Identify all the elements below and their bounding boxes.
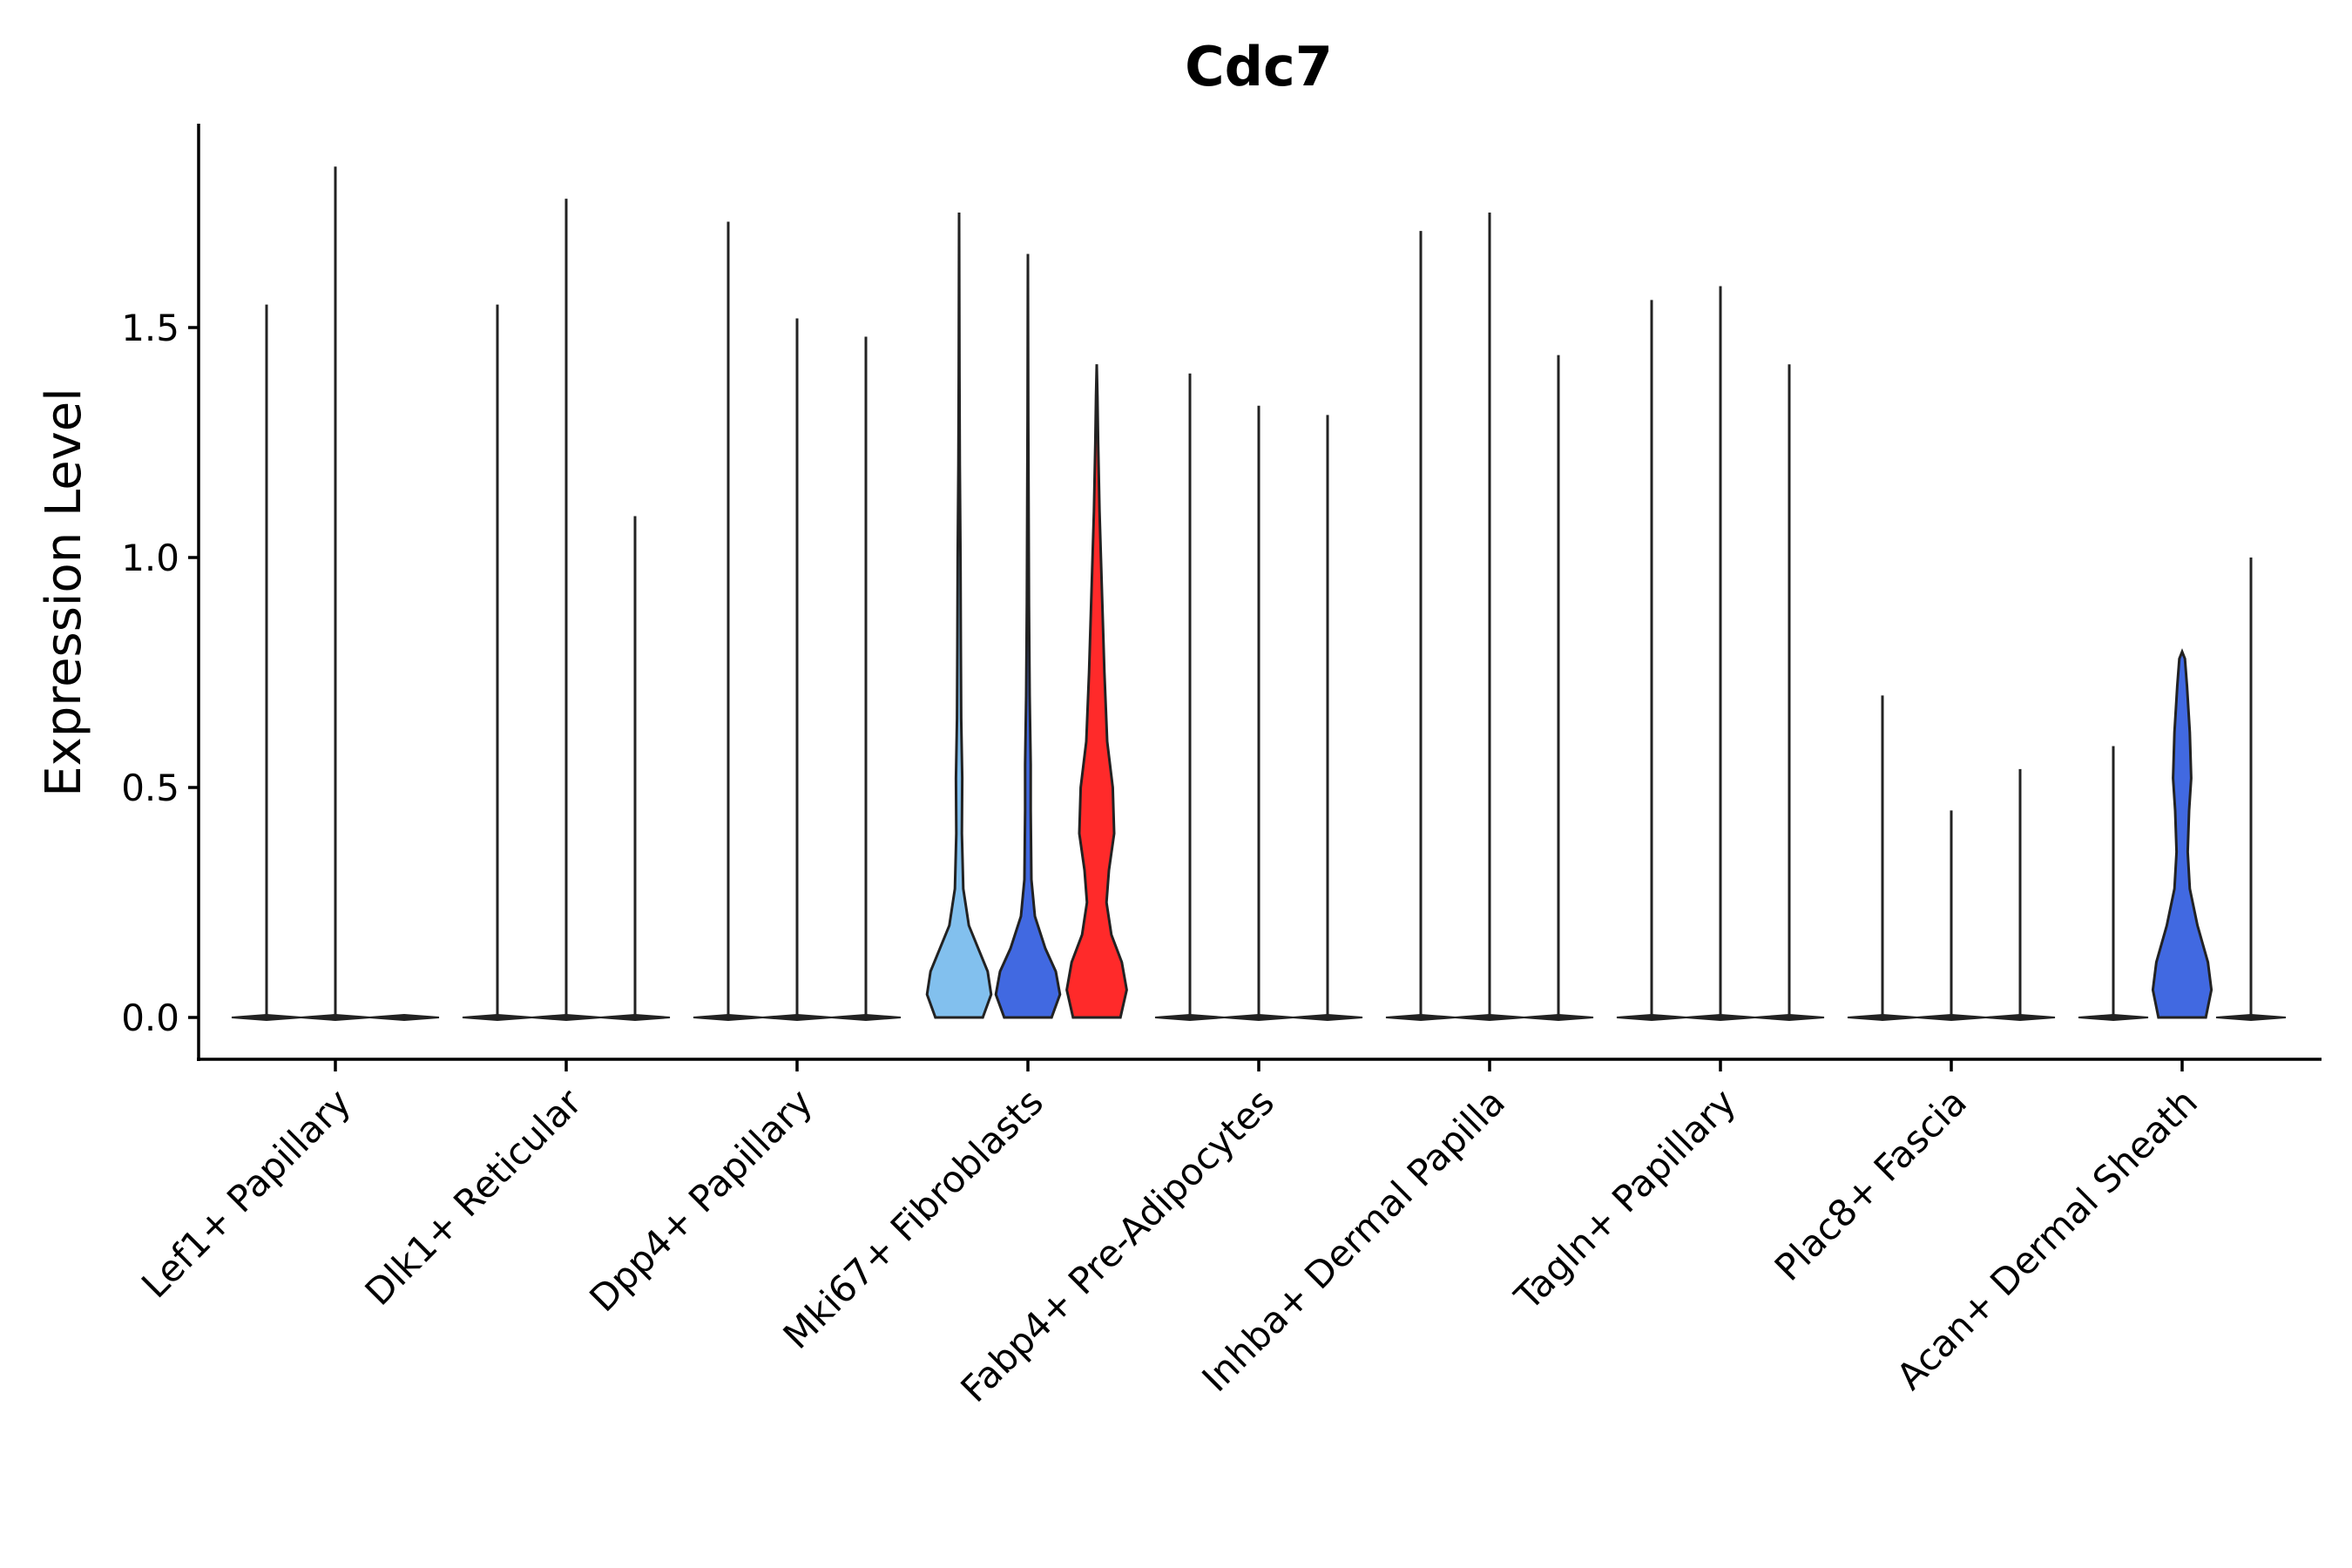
y-axis: 0.0 0.5 1.0 1.5 [121,307,199,1039]
x-tick-label: Dlk1+ Reticular [357,1080,591,1314]
y-tick-label: 1.0 [121,537,179,579]
violin-acan-dermal-sheath-group-2 [2151,648,2213,1019]
y-tick-label: 0.5 [121,767,179,809]
chart-title: Cdc7 [1185,35,1333,98]
y-tick-label: 0.0 [121,997,179,1039]
x-tick-label: Tagln+ Papillary [1506,1080,1744,1318]
y-tick-label: 1.5 [121,307,179,349]
x-tick-label: Lef1+ Papillary [133,1080,359,1306]
violin-flat-lef1-papillary-group-3 [368,1013,440,1022]
violin-mki67-fibroblasts-group-1 [925,212,993,1019]
violin-mki67-fibroblasts-group-3 [1065,364,1128,1019]
x-tick-label: Plac8+ Fascia [1767,1080,1975,1288]
violin-mki67-fibroblasts-group-2 [994,253,1062,1019]
y-axis-title: Expression Level [36,388,92,797]
x-tick-label: Mki67+ Fibroblasts [775,1080,1051,1356]
plot-area [231,166,2287,1022]
x-tick-label: Dpp4+ Papillary [581,1080,821,1320]
